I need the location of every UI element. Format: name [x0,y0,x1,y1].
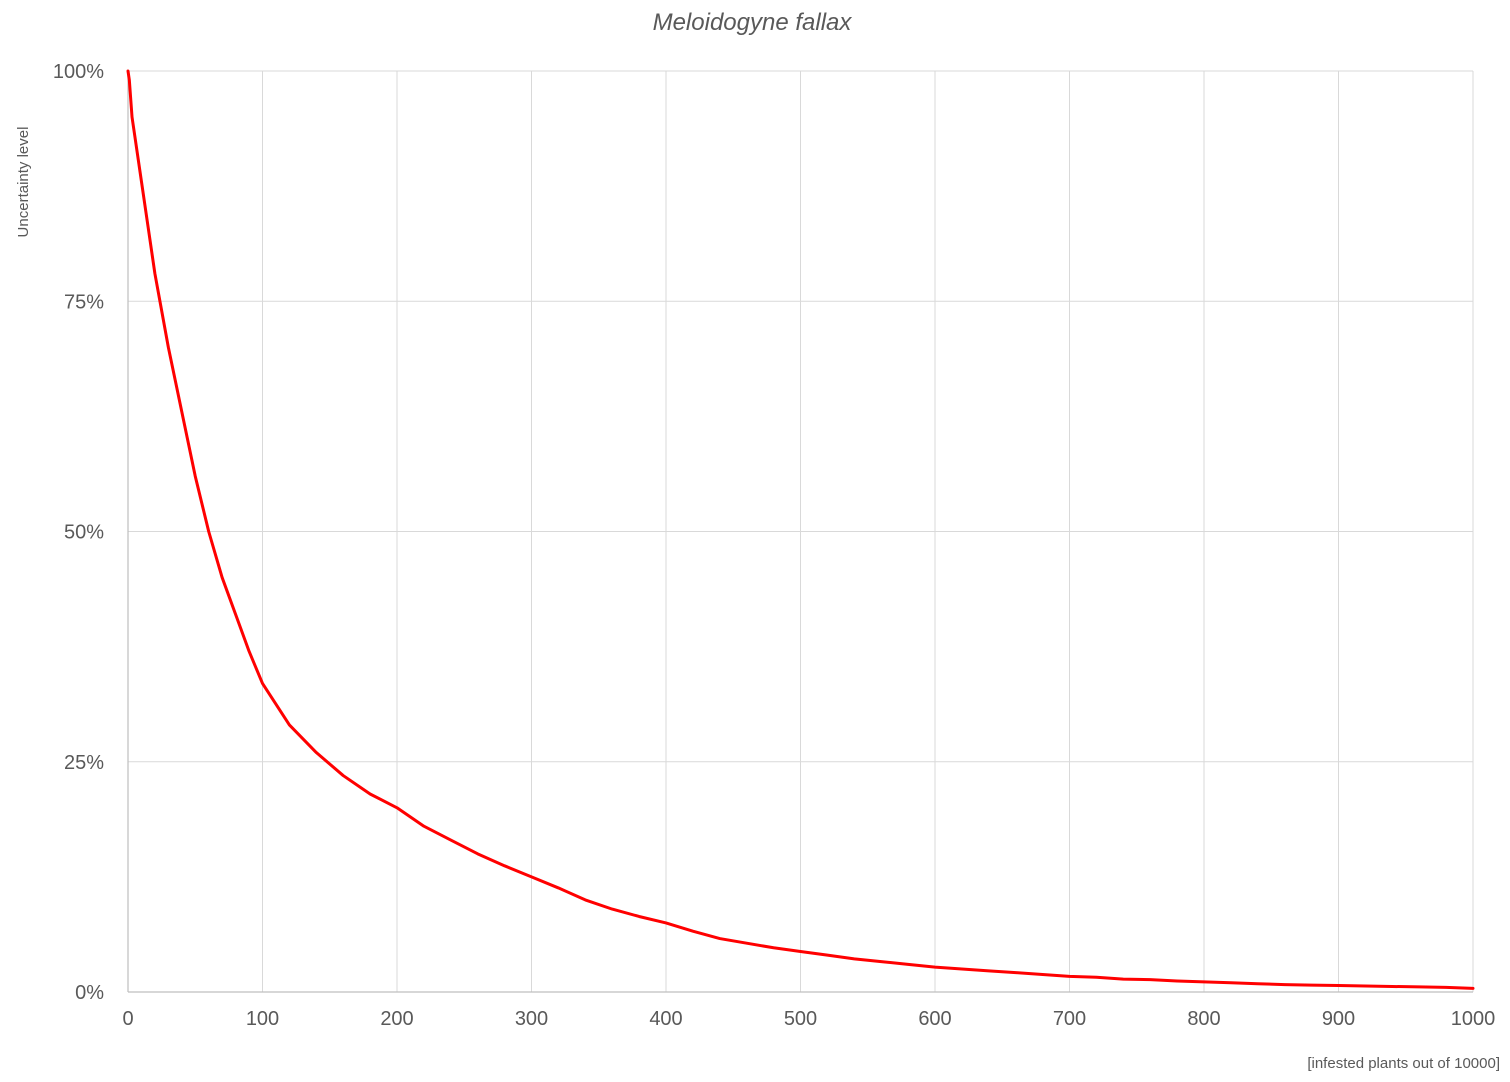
x-tick-label: 500 [784,1008,817,1030]
y-tick-label: 25% [64,752,104,774]
y-tick-label: 75% [64,291,104,313]
x-tick-label: 400 [649,1008,682,1030]
x-tick-label: 0 [122,1008,133,1030]
grid [128,70,1474,992]
axes [127,71,1473,993]
x-tick-label: 800 [1187,1008,1220,1030]
chart-title: Meloidogyne fallax [653,9,853,36]
x-tick-label: 100 [246,1008,279,1030]
y-axis-title: Uncertainty level [15,127,32,238]
x-tick-label: 200 [380,1008,413,1030]
series-layer [126,69,1475,990]
x-tick-label: 700 [1053,1008,1086,1030]
x-tick-label: 600 [918,1008,951,1030]
tick-labels: 0 100 200 300 400 500 600 700 800 900 1000 0% 25% 50%… [53,61,1495,1030]
y-tick-label: 50% [64,522,104,544]
y-tick-label: 100% [53,61,104,83]
x-tick-label: 900 [1322,1008,1355,1030]
x-tick-label: 1000 [1451,1008,1496,1030]
x-tick-label: 300 [515,1008,548,1030]
y-tick-label: 0% [75,982,104,1004]
series-line [126,69,1475,990]
x-axis-title: [infested plants out of 10000] [1307,1055,1500,1072]
